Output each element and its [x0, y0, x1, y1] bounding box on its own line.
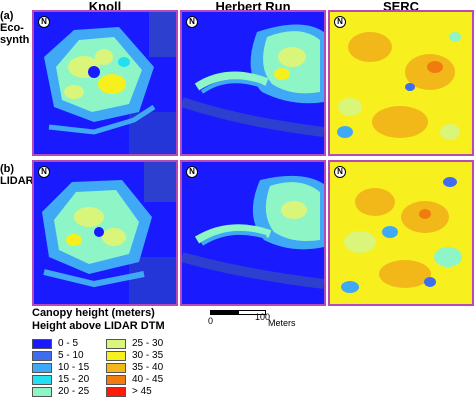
- legend-swatch: [32, 363, 52, 373]
- row-label-b-line2: LIDAR: [0, 175, 34, 187]
- canopy-map-herbert-run-ecosynth: [182, 12, 324, 154]
- legend-swatch: [32, 339, 52, 349]
- row-label-b: (b) LIDAR: [0, 163, 34, 187]
- scale-end-label: 100: [255, 312, 271, 322]
- legend-swatch: [106, 339, 126, 349]
- row-label-b-line1: (b): [0, 163, 15, 175]
- panel-knoll-lidar: N: [32, 160, 178, 306]
- canopy-map-serc-lidar: [330, 162, 472, 304]
- legend-label: 0 - 5: [58, 338, 79, 349]
- legend-title-height-above-dtm: Height above LIDAR DTM: [32, 320, 165, 332]
- legend-label: 20 - 25: [58, 386, 90, 397]
- legend-label: > 45: [132, 386, 152, 397]
- canopy-map-serc-ecosynth: [330, 12, 472, 154]
- north-arrow-icon: N: [334, 16, 346, 28]
- canopy-map-knoll-lidar: [34, 162, 176, 304]
- north-arrow-icon: N: [186, 16, 198, 28]
- scale-bar-black-segment: [210, 310, 238, 315]
- north-arrow-icon: N: [334, 166, 346, 178]
- row-label-a-line3: synth: [0, 34, 30, 46]
- panel-herbert-run-lidar: N: [180, 160, 326, 306]
- legend-label: 5 - 10: [58, 350, 84, 361]
- row-label-a-line1: (a): [0, 10, 14, 22]
- north-arrow-icon: N: [38, 166, 50, 178]
- legend-swatch: [32, 375, 52, 385]
- scale-bar: [210, 310, 266, 315]
- panel-serc-ecosynth: N: [328, 10, 474, 156]
- north-arrow-icon: N: [186, 166, 198, 178]
- canopy-map-herbert-run-lidar: [182, 162, 324, 304]
- legend-label: 25 - 30: [132, 338, 164, 349]
- scale-start-label: 0: [208, 316, 214, 326]
- scale-unit-label: Meters: [268, 318, 296, 328]
- panel-knoll-ecosynth: N: [32, 10, 178, 156]
- north-arrow-icon: N: [38, 16, 50, 28]
- scale-bar-white-segment: [238, 310, 266, 315]
- legend-label: 30 - 35: [132, 350, 164, 361]
- legend-swatch: [32, 351, 52, 361]
- row-label-a: (a) Eco- synth: [0, 10, 29, 46]
- canopy-map-knoll-ecosynth: [34, 12, 176, 154]
- legend-label: 40 - 45: [132, 374, 164, 385]
- legend-swatch: [106, 351, 126, 361]
- legend-label: 15 - 20: [58, 374, 90, 385]
- legend-title-canopy-height: Canopy height (meters): [32, 307, 155, 319]
- legend-swatch: [106, 375, 126, 385]
- legend-label: 35 - 40: [132, 362, 164, 373]
- row-label-a-line2: Eco-: [0, 22, 24, 34]
- panel-serc-lidar: N: [328, 160, 474, 306]
- legend-label: 10 - 15: [58, 362, 90, 373]
- legend-swatch: [106, 387, 126, 397]
- panel-herbert-run-ecosynth: N: [180, 10, 326, 156]
- legend-swatch: [106, 363, 126, 373]
- legend-swatch: [32, 387, 52, 397]
